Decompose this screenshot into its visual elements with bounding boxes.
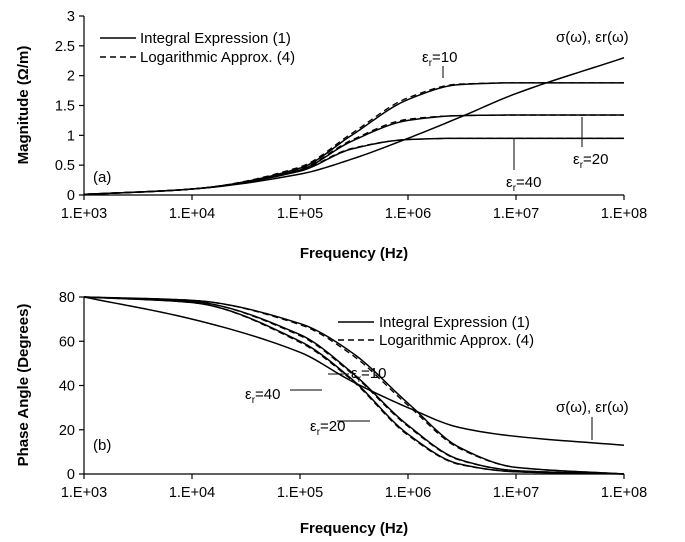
annotation-sigma-eps: σ(ω), εr(ω) [556, 29, 629, 46]
panel-b-x-tick-label: 1.E+06 [385, 485, 431, 501]
panel-a-magnitude: 0 0.5 1 1.5 2 2.5 3 1.E+03 1.E+04 1.E+05 1.E+06 1.… [15, 9, 647, 262]
panel-a-series-line [83, 137, 624, 196]
annotation-er40: εr=40 [506, 174, 541, 194]
panel-b-y-axis-label: Phase Angle (Degrees) [15, 304, 32, 467]
panel-a-y-tick-label: 0.5 [55, 158, 75, 174]
panel-b-x-tick-label: 1.E+03 [61, 485, 107, 501]
annotation-er10-b: εr=10 [351, 365, 386, 385]
panel-a-y-tick-label: 2 [67, 69, 75, 85]
panel-a-x-tick-label: 1.E+08 [601, 206, 647, 222]
panel-b-series-line [83, 296, 625, 475]
panel-b-legend: Integral Expression (1) Logarithmic Appr… [338, 314, 534, 349]
panel-b-y-tick-label: 0 [67, 467, 75, 483]
annotation-sigma-eps-b: σ(ω), εr(ω) [556, 399, 629, 416]
panel-b-x-tick-label: 1.E+08 [601, 485, 647, 501]
panel-b-series-line [83, 296, 625, 446]
panel-a-series-line [83, 82, 624, 196]
panel-b-y-tick-label: 20 [59, 423, 75, 439]
panel-b-phase: 0 20 40 60 80 1.E+03 1.E+04 1.E+05 1.E+06 1.E+07… [15, 290, 647, 537]
legend-label-integral-b: Integral Expression (1) [379, 314, 530, 331]
panel-b-axes [83, 297, 624, 475]
panel-b-series-line [83, 296, 625, 475]
panel-a-y-tick-label: 1 [67, 128, 75, 144]
panel-a-x-axis-label: Frequency (Hz) [300, 245, 408, 262]
panel-b-label: (b) [93, 437, 111, 454]
panel-b-series-line [83, 296, 625, 475]
legend-label-integral: Integral Expression (1) [140, 30, 291, 47]
annotation-er20: εr=20 [573, 151, 608, 171]
panel-b-y-tick-label: 80 [59, 290, 75, 306]
panel-a-series-line [83, 57, 625, 196]
panel-a-series-line [83, 114, 624, 196]
panel-b-x-axis-label: Frequency (Hz) [300, 520, 408, 537]
panel-a-series-line [83, 137, 624, 196]
panel-b-series-line [83, 296, 625, 475]
panel-b-x-tick-label: 1.E+04 [169, 485, 215, 501]
annotation-er10: εr=10 [422, 49, 457, 69]
panel-a-x-tick-label: 1.E+07 [493, 206, 539, 222]
annotation-er40-b: εr=40 [245, 386, 280, 406]
panel-a-y-tick-label: 1.5 [55, 99, 75, 115]
legend-label-logarithmic: Logarithmic Approx. (4) [140, 49, 295, 66]
panel-a-x-tick-label: 1.E+06 [385, 206, 431, 222]
panel-b-x-tick-label: 1.E+07 [493, 485, 539, 501]
panel-b-y-tick-label: 60 [59, 334, 75, 350]
panel-a-y-tick-label: 3 [67, 9, 75, 25]
panel-a-x-tick-label: 1.E+04 [169, 206, 215, 222]
panel-a-y-axis-label: Magnitude (Ω/m) [15, 46, 32, 165]
panel-a-legend: Integral Expression (1) Logarithmic Appr… [100, 30, 295, 66]
panel-a-y-tick-label: 2.5 [55, 39, 75, 55]
panel-b-x-tick-label: 1.E+05 [277, 485, 323, 501]
legend-label-logarithmic-b: Logarithmic Approx. (4) [379, 332, 534, 349]
panel-a-label: (a) [93, 169, 111, 186]
panel-b-y-tick-label: 40 [59, 379, 75, 395]
panel-a-x-tick-label: 1.E+03 [61, 206, 107, 222]
panel-a-series-line [83, 114, 624, 196]
panel-a-y-tick-label: 0 [67, 188, 75, 204]
panel-b-series-line [83, 296, 625, 475]
panel-a-axes [83, 16, 624, 196]
panel-b-series-line [83, 296, 625, 475]
panel-a-x-tick-label: 1.E+05 [277, 206, 323, 222]
